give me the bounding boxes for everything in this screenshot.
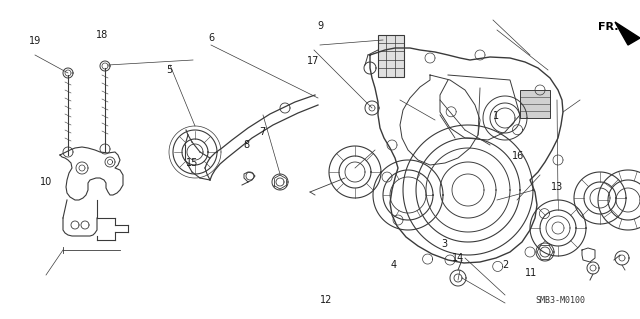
Text: FR.: FR. xyxy=(598,22,618,32)
Text: 9: 9 xyxy=(317,20,323,31)
Text: 1: 1 xyxy=(493,111,499,122)
Text: 16: 16 xyxy=(512,151,525,161)
Text: 8: 8 xyxy=(243,140,250,150)
Text: 5: 5 xyxy=(166,65,173,75)
Text: 19: 19 xyxy=(29,36,42,47)
Text: 2: 2 xyxy=(502,260,509,270)
Polygon shape xyxy=(615,22,640,45)
Text: 11: 11 xyxy=(525,268,538,278)
Bar xyxy=(378,35,404,77)
Text: 14: 14 xyxy=(451,253,464,263)
Text: 12: 12 xyxy=(320,295,333,305)
Text: 7: 7 xyxy=(259,127,266,137)
Text: 4: 4 xyxy=(390,260,397,270)
Text: 15: 15 xyxy=(186,158,198,168)
Text: SMB3-M0100: SMB3-M0100 xyxy=(535,296,585,305)
Text: 13: 13 xyxy=(550,182,563,192)
Text: 3: 3 xyxy=(442,239,448,249)
Bar xyxy=(520,90,550,118)
Text: 17: 17 xyxy=(307,56,320,66)
Text: 6: 6 xyxy=(208,33,214,43)
Text: 10: 10 xyxy=(40,177,52,187)
Text: 18: 18 xyxy=(96,30,109,40)
